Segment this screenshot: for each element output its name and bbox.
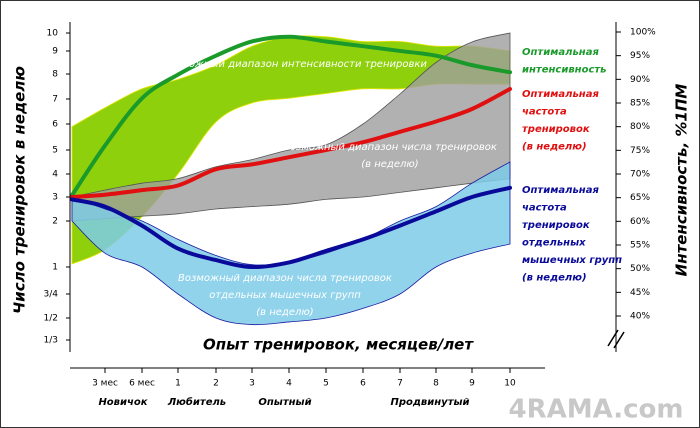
y2-tick-label: 70% — [630, 170, 650, 180]
y2-tick-label: 50% — [630, 264, 650, 274]
legend-label: частота — [522, 107, 567, 118]
y-tick-label: 4 — [52, 170, 58, 180]
legend-label: частота — [522, 203, 567, 214]
x-tick-label: 3 мес — [92, 379, 118, 389]
y-tick-label: 10 — [47, 29, 59, 39]
axis-break — [607, 329, 619, 347]
x-tick-label: 5 — [323, 379, 329, 389]
y-tick-label: 6 — [52, 120, 58, 130]
series-line — [70, 34, 512, 198]
series-line — [70, 185, 512, 270]
legend-label: мышечных групп — [522, 255, 622, 266]
y2-tick-label: 65% — [630, 193, 650, 203]
legend-label: отдельных — [522, 238, 586, 249]
y-tick-label: 1/3 — [44, 336, 58, 346]
y-tick-label: 9 — [52, 47, 58, 57]
plot — [70, 32, 512, 326]
y2-tick-label: 60% — [630, 217, 650, 227]
band-label: отдельных мышечных групп — [209, 290, 361, 301]
level-label: Любитель — [167, 396, 226, 408]
legend-label: Оптимальная — [522, 47, 599, 58]
x-tick-label: 10 — [504, 379, 516, 389]
x-tick-label: 4 — [286, 379, 292, 389]
y-tick-label: 3/4 — [44, 290, 59, 300]
legend-label: Оптимальная — [522, 89, 599, 100]
y-tick-label: 8 — [52, 70, 58, 80]
y-tick-label: 5 — [52, 146, 58, 156]
x-tick-label: 9 — [469, 379, 475, 389]
x-tick-label: 8 — [433, 379, 439, 389]
legend-label: тренировок — [522, 124, 590, 135]
y2-axis-title: Интенсивность, %1ПМ — [673, 84, 691, 277]
band-label: Возможный диапазон интенсивности трениро… — [163, 59, 427, 70]
y-tick-label: 1 — [52, 263, 58, 273]
legend-label: Оптимальная — [522, 185, 599, 196]
x-tick-label: 6 мес — [129, 379, 155, 389]
level-label: Опытный — [258, 397, 311, 408]
y2-tick-label: 85% — [630, 99, 650, 109]
legend-label: тренировок — [522, 220, 590, 231]
band-label: Возможный диапазон числа тренировок — [178, 273, 392, 284]
x-tick-label: 2 — [213, 379, 219, 389]
x-tick-label: 7 — [397, 379, 403, 389]
y2-tick-label: 80% — [630, 122, 650, 132]
y-tick-label: 3 — [52, 193, 58, 203]
band-label: (в неделю) — [361, 159, 418, 170]
y2-tick-label: 90% — [630, 75, 650, 85]
y2-tick-label: 95% — [630, 51, 650, 61]
legend-label: интенсивность — [522, 65, 607, 76]
x-axis-title: Опыт тренировок, месяцев/лет — [203, 336, 474, 354]
series-line — [70, 87, 512, 199]
legend-label: (в неделю) — [522, 142, 587, 153]
band-label: Возможный диапазон числа тренировок — [283, 142, 497, 153]
level-label: Продвинутый — [390, 397, 469, 408]
y2-tick-label: 40% — [630, 312, 650, 322]
y-axis-title: Число тренировок в неделю — [11, 66, 29, 314]
y-tick-label: 1/2 — [44, 314, 58, 324]
axis-break — [613, 331, 625, 349]
x-tick-label: 6 — [360, 379, 366, 389]
y2-tick-label: 45% — [630, 288, 650, 298]
level-label: Новичок — [98, 397, 147, 408]
x-tick-label: 1 — [175, 379, 181, 389]
range-band — [71, 161, 511, 326]
y2-tick-label: 100% — [630, 28, 656, 38]
y2-tick-label: 75% — [630, 146, 650, 156]
y-tick-label: 7 — [52, 95, 58, 105]
y-tick-label: 2 — [52, 217, 58, 227]
band-label: (в неделю) — [256, 307, 313, 318]
x-tick-label: 3 — [249, 379, 255, 389]
y2-tick-label: 55% — [630, 241, 650, 251]
watermark: 4RAMA.com — [509, 395, 684, 425]
legend-label: (в неделю) — [522, 273, 587, 284]
